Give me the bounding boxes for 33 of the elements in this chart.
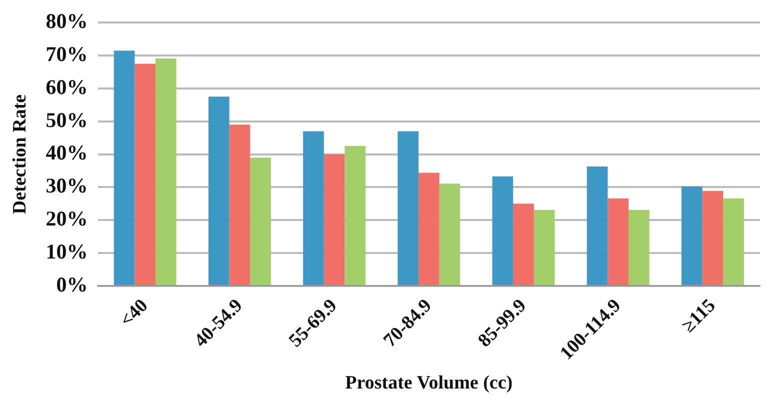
- bar: [344, 146, 366, 285]
- y-tick-label: 30%: [46, 174, 88, 198]
- bar: [229, 124, 250, 285]
- bar: [492, 176, 514, 285]
- bar: [439, 184, 460, 285]
- bar: [134, 64, 156, 285]
- bar: [303, 131, 324, 285]
- bar: [398, 131, 418, 285]
- y-tick-label: 70%: [46, 42, 88, 66]
- bar: [628, 210, 650, 285]
- bar: [156, 58, 176, 285]
- bar: [324, 154, 345, 285]
- y-tick-label: 10%: [46, 239, 88, 264]
- bar: [681, 186, 702, 285]
- bar: [534, 210, 555, 285]
- bar: [586, 166, 608, 285]
- y-tick-label: 80%: [46, 9, 88, 34]
- y-tick-label: 50%: [46, 108, 88, 132]
- bar: [513, 204, 534, 285]
- y-tick-label: 40%: [46, 140, 88, 165]
- bar: [702, 190, 724, 285]
- y-tick-label: 0%: [56, 272, 88, 296]
- y-tick-label: 20%: [46, 206, 88, 231]
- x-axis-title: Prostate Volume (cc): [345, 372, 513, 394]
- bar: [208, 96, 230, 285]
- bar: [723, 198, 744, 285]
- bar: [250, 158, 271, 285]
- y-tick-label: 60%: [46, 74, 88, 99]
- x-tick-label: <40: [116, 295, 152, 332]
- bar: [418, 172, 440, 285]
- y-axis-title: Detection Rate: [9, 94, 30, 214]
- bar: [608, 198, 629, 285]
- bar: [114, 50, 135, 285]
